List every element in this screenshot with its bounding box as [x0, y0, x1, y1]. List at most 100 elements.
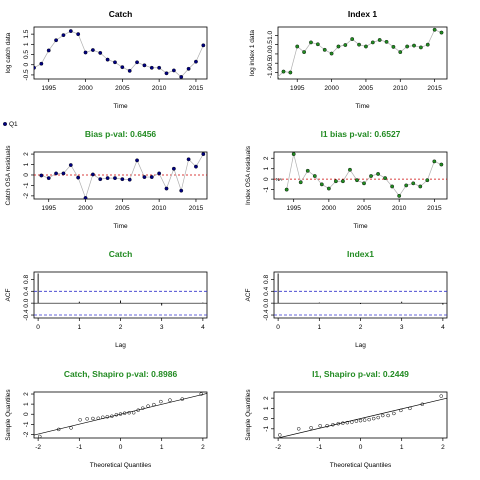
qq-point [122, 411, 127, 415]
qq-point [168, 398, 172, 402]
x-tick-label: 2010 [392, 205, 407, 212]
x-tick-label: 4 [201, 324, 205, 331]
y-tick-label: -0.4 [23, 309, 30, 321]
data-point [186, 66, 191, 71]
data-point [288, 70, 293, 75]
plot-frame [33, 271, 208, 319]
data-point [376, 172, 380, 176]
y-axis-label: log catch data [5, 32, 12, 73]
qq-point [110, 414, 114, 419]
plot-area [276, 394, 447, 438]
y-tick-label: 1.5 [23, 29, 30, 38]
data-point [113, 176, 117, 181]
data-point [348, 167, 352, 172]
data-point [404, 183, 409, 188]
data-point [90, 172, 95, 177]
panel-index_acf: Index1 0 1 2 3 4 -0.4 0.0 0.4 0.8 Lag ACF [245, 249, 448, 349]
data-point [186, 157, 191, 162]
x-tick-label: 0 [119, 444, 123, 451]
y-tick-label: 2 [23, 392, 30, 396]
data-point [135, 158, 139, 163]
x-tick-label: 2010 [393, 85, 408, 92]
qq-point [336, 421, 341, 426]
data-point [383, 176, 388, 181]
data-point [68, 29, 73, 33]
qq-point [118, 412, 123, 416]
series-line [34, 30, 204, 78]
x-tick-label: 2000 [324, 85, 339, 92]
panel-catch_acf: Catch 0 1 2 3 4 -0.4 0.0 0.4 0.8 Lag ACF [5, 249, 208, 349]
data-point [105, 176, 110, 181]
qq-point [127, 410, 131, 415]
data-point [364, 44, 368, 49]
x-tick-label: 1 [77, 324, 81, 331]
data-point [194, 164, 198, 169]
x-tick-label: -2 [35, 444, 41, 451]
qq-point [101, 415, 105, 420]
y-tick-label: 0.5 [23, 50, 30, 59]
qq-point [318, 423, 322, 428]
data-point [54, 38, 58, 43]
data-point [370, 40, 375, 45]
x-tick-label: 2005 [359, 85, 374, 92]
x-tick-label: -1 [76, 444, 82, 451]
qq-point [392, 411, 396, 416]
data-point [432, 159, 437, 164]
qq-point [131, 410, 136, 415]
x-axis-label: Theoretical Quantiles [90, 462, 152, 469]
series-line [278, 29, 442, 78]
qq-point [136, 408, 140, 412]
data-point [164, 186, 169, 191]
data-point [98, 177, 103, 182]
plot-frame [273, 151, 448, 200]
data-point [201, 152, 206, 156]
x-tick-label: 2000 [322, 205, 337, 212]
x-axis-label: Time [113, 103, 128, 110]
x-axis-label: Lag [355, 342, 366, 349]
plot-frame [273, 391, 448, 439]
x-tick-label: 2 [359, 324, 363, 331]
qq-point [85, 417, 89, 421]
data-point [194, 59, 198, 64]
data-point [83, 196, 88, 199]
x-tick-label: 1995 [286, 205, 301, 212]
qq-point [376, 415, 380, 420]
y-tick-label: 2 [23, 152, 30, 156]
qq-point [350, 420, 354, 424]
y-tick-label: -1.0 [267, 67, 274, 79]
data-point [355, 178, 359, 183]
qq-point [386, 413, 390, 418]
panel-catch_series: Catch 1995 2000 2005 2010 2015 -0.5 0 0.5 1 1.5 Tim… [5, 9, 208, 110]
data-point [46, 176, 51, 181]
x-tick-label: 0 [276, 324, 280, 331]
qq-point [358, 418, 363, 423]
chart-title: Catch [109, 249, 133, 259]
data-point [281, 69, 286, 74]
y-tick-label: -0.5 [23, 69, 30, 81]
y-tick-label: -1 [263, 186, 270, 192]
qq-point [420, 402, 425, 407]
plot-area [34, 392, 207, 438]
x-tick-label: 1 [317, 324, 321, 331]
x-tick-label: -2 [275, 444, 281, 451]
qq-point [180, 397, 185, 401]
data-point [397, 193, 402, 198]
chart-title: I1, Shapiro p-val: 0.2449 [312, 369, 409, 379]
legend-label: Q1 [9, 121, 18, 128]
y-tick-label: 1 [263, 167, 270, 171]
x-tick-label: 1 [160, 444, 164, 451]
qq-point [367, 417, 371, 422]
data-point [391, 44, 396, 49]
y-tick-label: 0 [23, 173, 30, 177]
x-tick-label: 2005 [115, 85, 130, 92]
x-tick-label: 2 [441, 444, 445, 451]
panel-index_series: Index 1 1995 2000 2005 2010 2015 -1.0-0.50.00.… [249, 9, 448, 110]
data-point [76, 32, 81, 37]
chart-title: Index 1 [348, 9, 378, 19]
y-tick-label: 1 [263, 406, 270, 410]
plot-area [34, 29, 206, 79]
data-point [164, 71, 169, 76]
x-axis-label: Time [353, 223, 368, 230]
data-point [46, 48, 51, 53]
y-tick-label: -2 [23, 193, 30, 199]
